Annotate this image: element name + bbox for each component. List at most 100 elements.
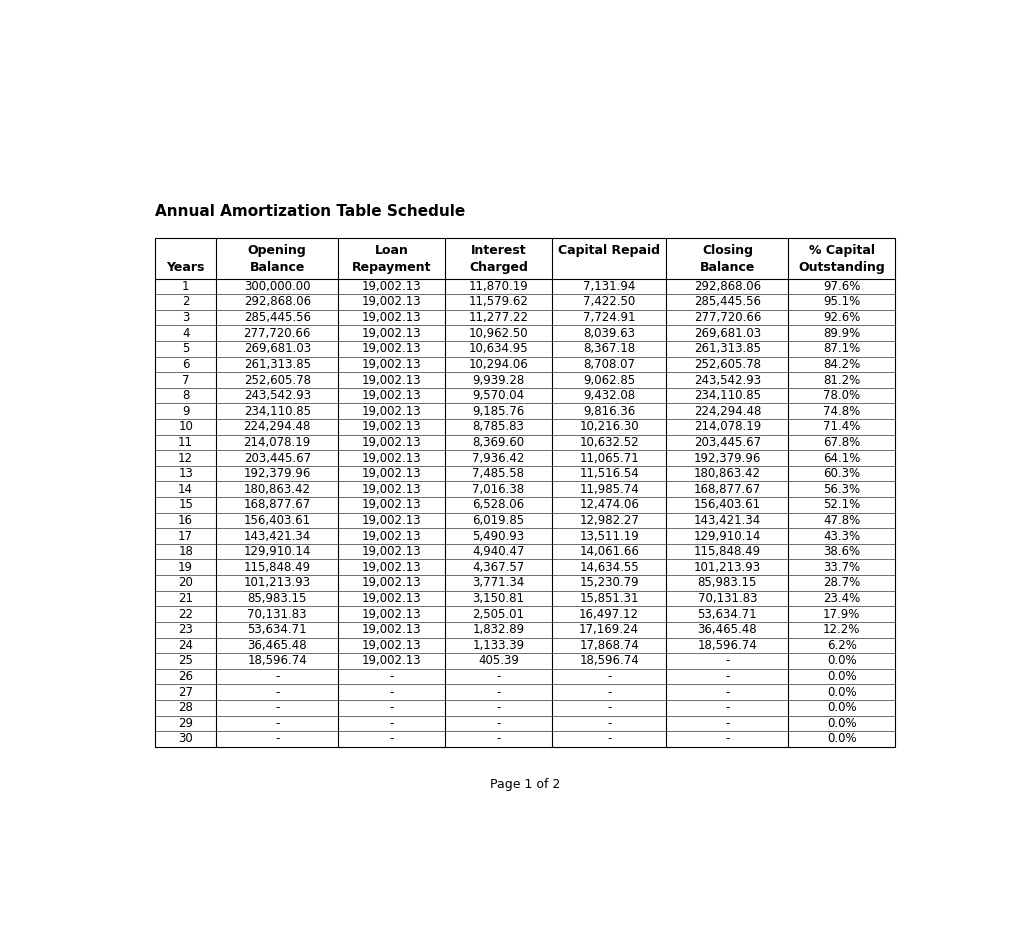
Text: 6.2%: 6.2% — [827, 639, 857, 652]
Text: 14,061.66: 14,061.66 — [580, 545, 639, 559]
Text: 53,634.71: 53,634.71 — [697, 608, 757, 621]
Text: -: - — [607, 686, 611, 699]
Text: 11,870.19: 11,870.19 — [469, 280, 528, 293]
Text: 19,002.13: 19,002.13 — [361, 451, 422, 464]
Text: 23: 23 — [178, 624, 194, 636]
Text: 23.4%: 23.4% — [823, 592, 860, 605]
Text: 47.8%: 47.8% — [823, 514, 860, 527]
Text: 115,848.49: 115,848.49 — [244, 560, 310, 574]
Text: 18,596.74: 18,596.74 — [248, 655, 307, 668]
Text: 115,848.49: 115,848.49 — [694, 545, 761, 559]
Text: -: - — [389, 701, 394, 714]
Text: 26: 26 — [178, 670, 194, 683]
Text: 24: 24 — [178, 639, 194, 652]
Text: 156,403.61: 156,403.61 — [694, 498, 761, 512]
Text: 19,002.13: 19,002.13 — [361, 639, 422, 652]
Text: 53,634.71: 53,634.71 — [248, 624, 307, 636]
Text: 36,465.48: 36,465.48 — [248, 639, 307, 652]
Text: 12,474.06: 12,474.06 — [580, 498, 639, 512]
Text: 143,421.34: 143,421.34 — [244, 529, 311, 543]
Text: 92.6%: 92.6% — [823, 311, 860, 324]
Text: 156,403.61: 156,403.61 — [244, 514, 310, 527]
Text: 1,832.89: 1,832.89 — [472, 624, 524, 636]
Text: 261,313.85: 261,313.85 — [694, 342, 761, 355]
Text: 19,002.13: 19,002.13 — [361, 420, 422, 433]
Text: 19,002.13: 19,002.13 — [361, 342, 422, 355]
Text: 17.9%: 17.9% — [823, 608, 860, 621]
Text: 12.2%: 12.2% — [823, 624, 860, 636]
Text: 28: 28 — [178, 701, 194, 714]
Text: 19,002.13: 19,002.13 — [361, 624, 422, 636]
Text: 252,605.78: 252,605.78 — [244, 374, 310, 386]
Text: 180,863.42: 180,863.42 — [694, 467, 761, 480]
Text: 0.0%: 0.0% — [827, 670, 857, 683]
Text: -: - — [607, 717, 611, 730]
Text: 9,939.28: 9,939.28 — [472, 374, 524, 386]
Text: 15,230.79: 15,230.79 — [580, 577, 639, 590]
Text: 19,002.13: 19,002.13 — [361, 498, 422, 512]
Text: 8,785.83: 8,785.83 — [472, 420, 524, 433]
Text: 1,133.39: 1,133.39 — [472, 639, 524, 652]
Text: 36,465.48: 36,465.48 — [697, 624, 757, 636]
Text: 13: 13 — [178, 467, 194, 480]
Text: 18,596.74: 18,596.74 — [580, 655, 639, 668]
Text: % Capital: % Capital — [809, 244, 874, 256]
Text: 70,131.83: 70,131.83 — [248, 608, 307, 621]
Text: 8,369.60: 8,369.60 — [472, 436, 524, 449]
Text: 6,019.85: 6,019.85 — [472, 514, 524, 527]
Text: 11,516.54: 11,516.54 — [580, 467, 639, 480]
Text: 74.8%: 74.8% — [823, 405, 860, 417]
Text: 60.3%: 60.3% — [823, 467, 860, 480]
Text: 234,110.85: 234,110.85 — [244, 405, 310, 417]
Text: Balance: Balance — [250, 261, 305, 274]
Text: 285,445.56: 285,445.56 — [694, 296, 761, 308]
Text: 7,485.58: 7,485.58 — [472, 467, 524, 480]
Text: 19,002.13: 19,002.13 — [361, 405, 422, 417]
Text: 28.7%: 28.7% — [823, 577, 860, 590]
Text: 95.1%: 95.1% — [823, 296, 860, 308]
Text: 5: 5 — [182, 342, 189, 355]
Text: 1: 1 — [182, 280, 189, 293]
Text: 29: 29 — [178, 717, 194, 730]
Text: 19,002.13: 19,002.13 — [361, 545, 422, 559]
Text: 19,002.13: 19,002.13 — [361, 514, 422, 527]
Text: 85,983.15: 85,983.15 — [697, 577, 757, 590]
Text: 14: 14 — [178, 482, 194, 495]
Text: 27: 27 — [178, 686, 194, 699]
Text: 7,422.50: 7,422.50 — [583, 296, 635, 308]
Text: 10,634.95: 10,634.95 — [469, 342, 528, 355]
Text: 168,877.67: 168,877.67 — [244, 498, 311, 512]
Text: 3: 3 — [182, 311, 189, 324]
Text: 19,002.13: 19,002.13 — [361, 311, 422, 324]
Text: 19,002.13: 19,002.13 — [361, 389, 422, 402]
Text: 0.0%: 0.0% — [827, 717, 857, 730]
Text: 11,579.62: 11,579.62 — [469, 296, 528, 308]
Text: 9,816.36: 9,816.36 — [583, 405, 635, 417]
Text: Repayment: Repayment — [352, 261, 431, 274]
Text: 8,367.18: 8,367.18 — [583, 342, 635, 355]
Text: 277,720.66: 277,720.66 — [244, 327, 311, 340]
Text: -: - — [389, 733, 394, 745]
Text: 56.3%: 56.3% — [823, 482, 860, 495]
Text: 70,131.83: 70,131.83 — [697, 592, 757, 605]
Text: 81.2%: 81.2% — [823, 374, 860, 386]
Text: -: - — [725, 717, 729, 730]
Text: 2,505.01: 2,505.01 — [472, 608, 524, 621]
Text: 89.9%: 89.9% — [823, 327, 860, 340]
Text: Page 1 of 2: Page 1 of 2 — [489, 778, 560, 791]
Text: -: - — [607, 733, 611, 745]
Text: Interest: Interest — [471, 244, 526, 256]
Text: 0.0%: 0.0% — [827, 733, 857, 745]
Text: 17,169.24: 17,169.24 — [580, 624, 639, 636]
Text: 3,771.34: 3,771.34 — [472, 577, 524, 590]
Text: 129,910.14: 129,910.14 — [693, 529, 761, 543]
Text: 6: 6 — [182, 358, 189, 371]
Text: Years: Years — [167, 261, 205, 274]
Text: 19,002.13: 19,002.13 — [361, 467, 422, 480]
Text: -: - — [389, 670, 394, 683]
Text: 9,185.76: 9,185.76 — [472, 405, 524, 417]
Text: 22: 22 — [178, 608, 194, 621]
Text: 10,216.30: 10,216.30 — [580, 420, 639, 433]
Text: 269,681.03: 269,681.03 — [694, 327, 761, 340]
Text: 16,497.12: 16,497.12 — [580, 608, 639, 621]
